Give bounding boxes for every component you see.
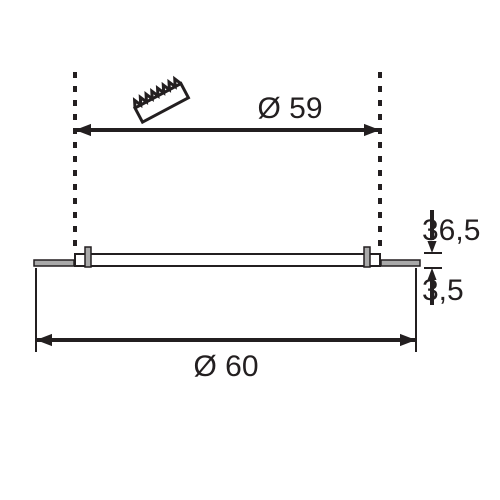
arrowhead: [36, 334, 52, 346]
flange-right: [381, 260, 420, 266]
arrowhead: [400, 334, 416, 346]
arrowhead: [364, 124, 380, 136]
panel-body: [75, 254, 380, 266]
clip-right: [364, 247, 370, 267]
flange-left: [34, 260, 74, 266]
clip-left: [85, 247, 91, 267]
arrowhead: [75, 124, 91, 136]
label-height-flange: 3,5: [422, 274, 464, 307]
label-height-total: 36,5: [422, 214, 480, 247]
label-outer-diameter: Ø 60: [193, 350, 258, 383]
hole-saw-icon: [132, 77, 189, 122]
label-cutout-diameter: Ø 59: [258, 92, 323, 125]
dimension-diagram: Ø 59 Ø 60 36,5 3,5: [0, 0, 500, 500]
